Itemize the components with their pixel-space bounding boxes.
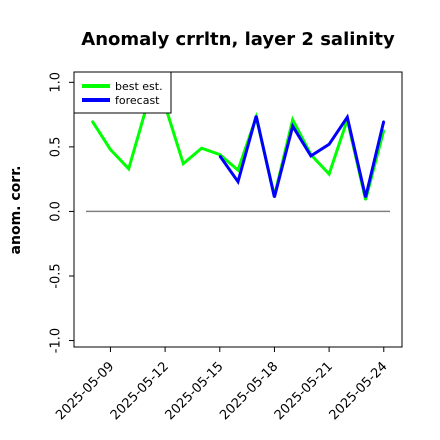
legend-label-1: forecast	[115, 94, 160, 107]
data-point-0-1	[109, 148, 112, 151]
x-tick-label: 2025-05-24	[327, 359, 391, 423]
data-point-1-3	[273, 196, 276, 199]
data-point-0-15	[364, 199, 367, 201]
legend-box	[73, 71, 172, 114]
data-point-0-5	[182, 162, 185, 165]
data-point-1-7	[346, 116, 349, 118]
y-tick-label: 1.0	[49, 72, 64, 93]
data-point-1-9	[382, 120, 385, 122]
data-point-1-6	[328, 143, 330, 146]
data-point-0-0	[91, 120, 94, 122]
y-axis-label: anom. corr.	[8, 166, 24, 255]
chart-title: Anomaly crrltn, layer 2 salinity	[81, 29, 395, 50]
data-point-0-7	[218, 153, 221, 156]
y-tick-label: 0.5	[49, 137, 64, 158]
y-tick-label: -0.5	[49, 263, 64, 288]
data-point-1-1	[237, 180, 239, 183]
legend-label-0: best est.	[115, 80, 163, 93]
data-point-0-13	[328, 173, 330, 175]
data-point-0-8	[237, 169, 239, 171]
data-point-0-11	[291, 118, 294, 121]
data-point-1-5	[310, 155, 312, 157]
data-point-1-4	[291, 125, 294, 128]
data-point-0-6	[200, 147, 203, 149]
series-line-0	[90, 104, 386, 201]
y-tick-label: 0.0	[49, 201, 64, 222]
y-tick-label: -1.0	[49, 328, 64, 353]
plot-frame	[73, 71, 403, 348]
series-line-1	[218, 113, 386, 198]
plot-area: -1.0-0.50.00.51.02025-05-092025-05-12202…	[49, 71, 403, 423]
data-point-1-0	[218, 155, 221, 157]
data-point-1-2	[255, 115, 258, 117]
data-point-1-8	[364, 196, 367, 199]
legend: best est.forecast	[73, 71, 172, 114]
data-point-0-16	[382, 129, 385, 131]
data-point-0-2	[127, 168, 130, 170]
